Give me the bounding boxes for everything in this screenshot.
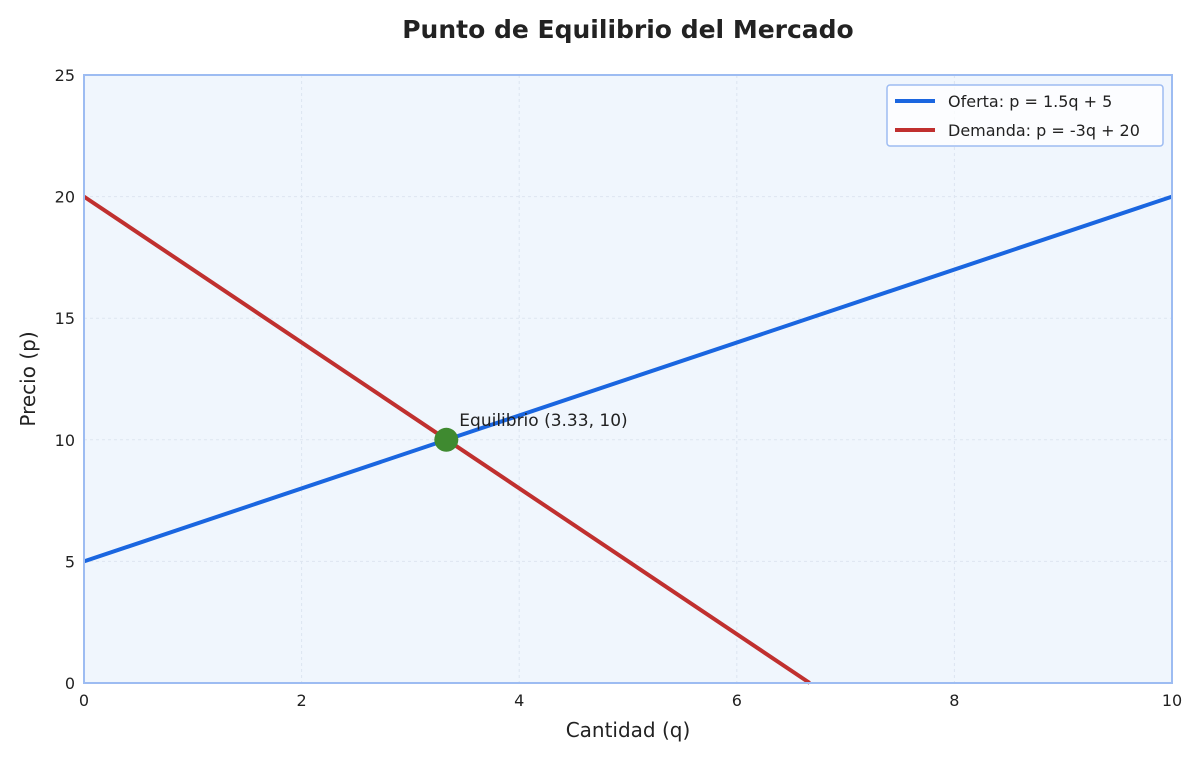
chart-title: Punto de Equilibrio del Mercado bbox=[402, 15, 854, 44]
x-tick-label: 2 bbox=[297, 691, 307, 710]
equilibrium-label: Equilibrio (3.33, 10) bbox=[459, 411, 627, 431]
tick-labels: 0 2 4 6 8 10 0 5 10 15 20 25 bbox=[55, 66, 1183, 710]
annotations: Equilibrio (3.33, 10) bbox=[434, 411, 628, 452]
y-tick-label: 0 bbox=[65, 674, 75, 693]
y-tick-label: 25 bbox=[55, 66, 75, 85]
y-axis-label: Precio (p) bbox=[16, 331, 40, 426]
y-tick-label: 15 bbox=[55, 309, 75, 328]
y-tick-label: 5 bbox=[65, 552, 75, 571]
legend-box bbox=[886, 84, 1164, 147]
x-tick-label: 6 bbox=[732, 691, 742, 710]
equilibrium-point bbox=[434, 427, 459, 452]
legend-label-oferta: Oferta: p = 1.5q + 5 bbox=[948, 92, 1112, 111]
x-tick-label: 10 bbox=[1162, 691, 1182, 710]
x-tick-label: 4 bbox=[514, 691, 524, 710]
y-tick-label: 20 bbox=[55, 188, 75, 207]
x-tick-label: 0 bbox=[79, 691, 89, 710]
x-tick-label: 8 bbox=[949, 691, 959, 710]
x-axis-label: Cantidad (q) bbox=[566, 718, 691, 742]
plot-border bbox=[83, 74, 1173, 684]
legend-label-demanda: Demanda: p = -3q + 20 bbox=[948, 121, 1140, 140]
series-line-oferta bbox=[83, 194, 1173, 564]
legend: Oferta: p = 1.5q + 5 Demanda: p = -3q + … bbox=[886, 84, 1164, 147]
y-tick-label: 10 bbox=[55, 431, 75, 450]
